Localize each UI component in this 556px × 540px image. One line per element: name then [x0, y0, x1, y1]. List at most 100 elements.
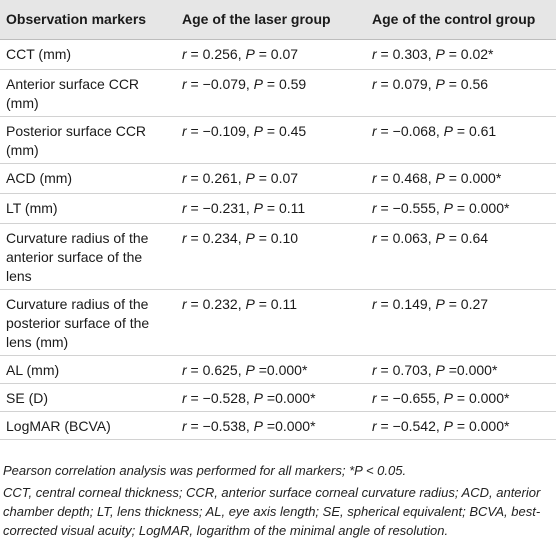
laser-p-separator: =	[254, 361, 267, 378]
laser-value-cell: r = −0.528, P =0.000*	[176, 383, 366, 412]
marker-cell: Curvature radius of the anterior surface…	[0, 223, 176, 290]
control-p-value: 0.27	[460, 295, 489, 312]
control-p-value: 0.61	[468, 122, 497, 139]
control-p-value: 0.000	[468, 417, 504, 434]
laser-r-value: −0.231	[202, 199, 246, 216]
control-p-value: 0.02	[460, 45, 489, 62]
control-r-value: 0.468	[392, 169, 428, 186]
control-value-cell: r = 0.468, P = 0.000*	[366, 163, 556, 194]
control-p-separator: =	[444, 295, 461, 312]
laser-significance-mark: *	[310, 389, 316, 406]
table-row: Posterior surface CCR (mm) r = −0.109, P …	[0, 116, 556, 164]
laser-r-value: −0.528	[202, 389, 246, 406]
marker-cell: LT (mm)	[0, 193, 176, 224]
header-laser-group: Age of the laser group	[176, 0, 366, 40]
control-r-value: 0.703	[392, 361, 428, 378]
control-value-cell: r = 0.149, P = 0.27	[366, 289, 556, 356]
laser-value-cell: r = −0.538, P =0.000*	[176, 411, 366, 440]
laser-p-separator: =	[262, 122, 279, 139]
header-row: Observation markers Age of the laser gro…	[0, 0, 556, 40]
header-observation-markers: Observation markers	[0, 0, 176, 40]
table-row: ACD (mm) r = 0.261, P = 0.07 r = 0.468, P …	[0, 163, 556, 194]
laser-r-value: −0.079	[202, 75, 246, 92]
footnote-abbreviations: CCT, central corneal thickness; CCR, ant…	[3, 485, 541, 538]
laser-p-value: 0.10	[270, 229, 299, 246]
footnote-significance: Pearson correlation analysis was perform…	[3, 463, 407, 478]
laser-p-separator: =	[254, 295, 271, 312]
laser-r-value: 0.261	[202, 169, 238, 186]
correlation-table: Observation markers Age of the laser gro…	[0, 0, 556, 440]
laser-p-separator: =	[262, 389, 276, 406]
marker-cell: Posterior surface CCR (mm)	[0, 116, 176, 164]
table-row: LT (mm) r = −0.231, P = 0.11 r = −0.555, P…	[0, 193, 556, 224]
control-value-cell: r = 0.079, P = 0.56	[366, 69, 556, 117]
control-significance-mark: *	[504, 199, 510, 216]
control-value-cell: r = 0.703, P =0.000*	[366, 355, 556, 384]
control-significance-mark: *	[491, 361, 498, 378]
control-significance-mark: *	[504, 389, 510, 406]
control-significance-mark: *	[504, 417, 510, 434]
table-row: Anterior surface CCR (mm) r = −0.079, P =…	[0, 69, 556, 117]
table-row: SE (D) r = −0.528, P =0.000* r = −0.655, P…	[0, 383, 556, 412]
laser-r-value: 0.256	[202, 45, 238, 62]
laser-p-value: 0.07	[270, 169, 299, 186]
table-row: CCT (mm) r = 0.256, P = 0.07 r = 0.303, P …	[0, 39, 556, 70]
control-p-value: 0.64	[460, 229, 489, 246]
laser-p-value: 0.000	[266, 361, 302, 378]
header-control-group: Age of the control group	[366, 0, 556, 40]
laser-p-value: 0.59	[278, 75, 307, 92]
control-r-value: 0.079	[392, 75, 428, 92]
laser-p-value: 0.000	[275, 417, 311, 434]
control-r-value: −0.655	[392, 389, 436, 406]
control-r-value: −0.542	[392, 417, 436, 434]
control-p-value: 0.56	[460, 75, 489, 92]
laser-value-cell: r = −0.109, P = 0.45	[176, 116, 366, 164]
control-r-value: 0.149	[392, 295, 428, 312]
laser-value-cell: r = 0.261, P = 0.07	[176, 163, 366, 194]
table-header: Observation markers Age of the laser gro…	[0, 0, 556, 40]
control-significance-mark: *	[488, 45, 494, 62]
control-r-value: −0.555	[392, 199, 436, 216]
laser-p-value: 0.45	[278, 122, 307, 139]
control-value-cell: r = 0.063, P = 0.64	[366, 223, 556, 290]
laser-p-separator: =	[262, 199, 279, 216]
laser-value-cell: r = 0.625, P =0.000*	[176, 355, 366, 384]
laser-significance-mark: *	[301, 361, 308, 378]
laser-r-value: −0.109	[202, 122, 246, 139]
laser-value-cell: r = −0.231, P = 0.11	[176, 193, 366, 224]
table-row: AL (mm) r = 0.625, P =0.000* r = 0.703, P …	[0, 355, 556, 384]
control-p-separator: =	[444, 229, 461, 246]
marker-cell: CCT (mm)	[0, 39, 176, 70]
laser-p-value: 0.07	[270, 45, 299, 62]
laser-r-value: 0.232	[202, 295, 238, 312]
laser-p-separator: =	[254, 169, 271, 186]
table-body: CCT (mm) r = 0.256, P = 0.07 r = 0.303, P …	[0, 39, 556, 440]
control-value-cell: r = −0.555, P = 0.000*	[366, 193, 556, 224]
marker-cell: AL (mm)	[0, 355, 176, 384]
control-p-value: 0.000	[468, 199, 504, 216]
laser-value-cell: r = −0.079, P = 0.59	[176, 69, 366, 117]
laser-p-separator: =	[262, 75, 279, 92]
laser-r-value: −0.538	[202, 417, 246, 434]
control-value-cell: r = −0.542, P = 0.000*	[366, 411, 556, 440]
laser-p-value: 0.000	[275, 389, 311, 406]
marker-cell: SE (D)	[0, 383, 176, 412]
control-r-value: 0.303	[392, 45, 428, 62]
laser-value-cell: r = 0.234, P = 0.10	[176, 223, 366, 290]
control-r-value: 0.063	[392, 229, 428, 246]
control-p-value: 0.000	[460, 169, 496, 186]
control-value-cell: r = −0.068, P = 0.61	[366, 116, 556, 164]
laser-p-value: 0.11	[278, 199, 306, 216]
marker-cell: Curvature radius of the posterior surfac…	[0, 289, 176, 356]
laser-value-cell: r = 0.232, P = 0.11	[176, 289, 366, 356]
control-p-separator: =	[444, 361, 457, 378]
control-p-separator: =	[444, 75, 461, 92]
marker-cell: LogMAR (BCVA)	[0, 411, 176, 440]
control-p-separator: =	[452, 417, 469, 434]
laser-r-value: 0.625	[202, 361, 238, 378]
laser-p-separator: =	[262, 417, 276, 434]
control-p-separator: =	[444, 169, 461, 186]
laser-p-separator: =	[254, 45, 271, 62]
control-r-value: −0.068	[392, 122, 436, 139]
